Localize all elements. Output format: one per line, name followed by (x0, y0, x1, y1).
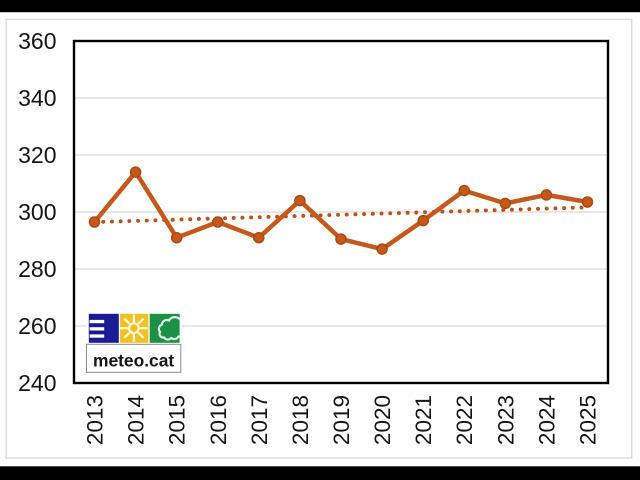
svg-text:2014: 2014 (124, 395, 149, 445)
svg-text:2015: 2015 (165, 395, 190, 445)
svg-text:260: 260 (18, 313, 56, 339)
svg-text:2016: 2016 (206, 395, 231, 445)
svg-text:240: 240 (18, 370, 56, 396)
svg-text:300: 300 (18, 199, 56, 225)
svg-text:2019: 2019 (329, 395, 354, 445)
svg-text:320: 320 (18, 142, 56, 168)
svg-text:340: 340 (18, 85, 56, 111)
svg-text:280: 280 (18, 256, 56, 282)
svg-text:2013: 2013 (83, 395, 108, 445)
svg-text:2020: 2020 (370, 395, 395, 445)
svg-text:meteo.cat: meteo.cat (93, 350, 174, 370)
svg-text:2017: 2017 (247, 395, 272, 445)
svg-text:2024: 2024 (534, 395, 559, 445)
svg-text:360: 360 (18, 28, 56, 54)
svg-text:2021: 2021 (411, 395, 436, 445)
svg-text:2022: 2022 (452, 395, 477, 445)
svg-text:2025: 2025 (576, 395, 601, 445)
svg-text:2018: 2018 (288, 395, 313, 445)
svg-text:2023: 2023 (493, 395, 518, 445)
